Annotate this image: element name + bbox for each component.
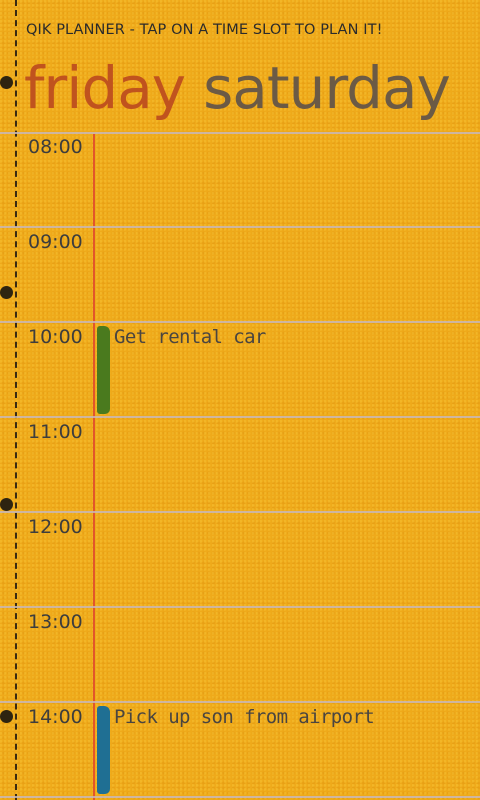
tab-friday[interactable]: friday [24,54,186,122]
time-label: 13:00 [28,611,83,633]
slot-divider [0,416,480,418]
binder-hole [0,286,13,299]
header-rule [0,132,480,134]
time-label: 09:00 [28,231,83,253]
day-pivot[interactable]: friday saturday [24,52,468,124]
slot-divider [0,606,480,608]
time-label: 08:00 [28,136,83,158]
binder-hole [0,710,13,723]
slot-divider [0,796,480,798]
slot-divider [0,226,480,228]
time-slot-0800[interactable]: 08:00 [0,134,480,228]
time-label: 11:00 [28,421,83,443]
time-slot-1400[interactable]: 14:00 Pick up son from airport [0,704,480,798]
time-slot-1000[interactable]: 10:00 Get rental car [0,324,480,418]
time-slot-1100[interactable]: 11:00 [0,419,480,513]
slot-divider [0,701,480,703]
slot-divider [0,321,480,323]
time-label: 10:00 [28,326,83,348]
margin-line [93,134,95,800]
binder-hole [0,76,13,89]
event-color-bar [97,706,110,794]
event-text[interactable]: Pick up son from airport [114,706,375,728]
time-slot-1300[interactable]: 13:00 [0,609,480,703]
time-slot-0900[interactable]: 09:00 [0,229,480,323]
slot-divider [0,511,480,513]
app-title: QIK PLANNER - TAP ON A TIME SLOT TO PLAN… [26,22,383,38]
time-label: 12:00 [28,516,83,538]
notebook-binding [15,0,17,800]
event-color-bar [97,326,110,414]
event-text[interactable]: Get rental car [114,326,266,348]
binder-hole [0,498,13,511]
time-label: 14:00 [28,706,83,728]
tab-saturday[interactable]: saturday [203,54,451,122]
time-slot-1200[interactable]: 12:00 [0,514,480,608]
